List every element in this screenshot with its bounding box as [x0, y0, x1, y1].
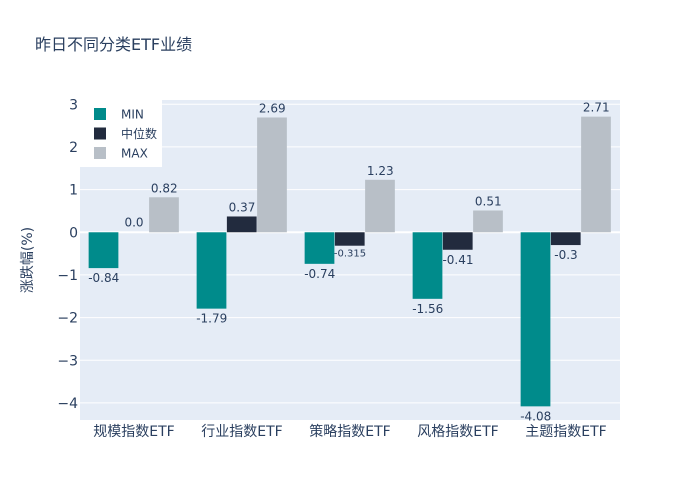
- chart-title: 昨日不同分类ETF业绩: [35, 35, 192, 54]
- y-tick-label: −3: [57, 353, 78, 369]
- bar-label: -0.3: [554, 248, 577, 262]
- bar-label: 2.71: [583, 101, 610, 115]
- y-tick-labels: 3 2 1 0 −1 −2 −3 −4: [57, 97, 78, 412]
- bar-label: 1.23: [367, 164, 394, 178]
- legend-item[interactable]: 中位数: [121, 126, 157, 141]
- bar-MIN-4: [520, 232, 551, 407]
- legend-swatch: [94, 127, 106, 140]
- bar-MAX-4: [581, 116, 611, 233]
- bar-MIN-0: [88, 232, 119, 269]
- x-tick-label: 行业指数ETF: [201, 424, 282, 440]
- bar-MAX-0: [149, 197, 179, 233]
- y-tick-label: −4: [57, 396, 78, 412]
- bar-label: -0.84: [88, 271, 119, 285]
- bar-label: 0.37: [229, 200, 256, 214]
- x-tick-label: 风格指数ETF: [417, 424, 498, 440]
- bar-MIN-1: [196, 232, 227, 309]
- legend-box: [80, 100, 162, 167]
- y-tick-label: −2: [57, 311, 78, 327]
- y-tick-label: −1: [57, 268, 78, 284]
- y-tick-label: 2: [69, 140, 78, 156]
- bar-labels: -0.84 -1.79 -0.74 -1.56 -4.08 0.0 0.37 -0.315 -0…: [88, 101, 609, 424]
- y-axis-title: 涨跌幅(%): [20, 227, 36, 293]
- legend[interactable]: MIN 中位数 MAX: [80, 100, 162, 167]
- bar-中位数-3: [442, 232, 473, 250]
- bar-label: 2.69: [259, 101, 286, 115]
- bar-MAX-2: [365, 179, 395, 233]
- bar-label: -0.74: [304, 267, 335, 281]
- bar-label: 0.0: [124, 215, 143, 229]
- bar-MAX-3: [473, 210, 503, 233]
- x-tick-label: 策略指数ETF: [309, 423, 390, 440]
- bar-MIN-2: [304, 232, 335, 264]
- x-tick-label: 主题指数ETF: [525, 424, 606, 440]
- y-tick-label: 3: [69, 97, 78, 113]
- bar-label: 0.82: [151, 181, 178, 195]
- legend-swatch: [94, 108, 106, 120]
- bar-中位数-1: [226, 216, 257, 233]
- x-tick-labels: 规模指数ETF 行业指数ETF 策略指数ETF 风格指数ETF 主题指数ETF: [93, 423, 606, 440]
- bar-label: 0.51: [475, 195, 502, 209]
- x-tick-label: 规模指数ETF: [93, 424, 174, 440]
- legend-swatch: [94, 147, 106, 159]
- y-tick-label: 1: [69, 183, 78, 199]
- legend-item[interactable]: MIN: [121, 108, 144, 122]
- bar-label: -4.08: [520, 409, 551, 423]
- bars: [88, 116, 611, 407]
- bar-MIN-3: [412, 232, 443, 299]
- bar-label: -0.315: [334, 249, 366, 260]
- bar-label: -1.79: [196, 312, 227, 326]
- bar-中位数-4: [550, 232, 581, 246]
- bar-label: -0.41: [442, 253, 473, 267]
- bar-label: -1.56: [412, 302, 443, 316]
- bar-MAX-1: [257, 117, 287, 233]
- bar-中位数-2: [334, 232, 365, 246]
- legend-item[interactable]: MAX: [121, 147, 148, 161]
- y-tick-label: 0: [69, 225, 78, 241]
